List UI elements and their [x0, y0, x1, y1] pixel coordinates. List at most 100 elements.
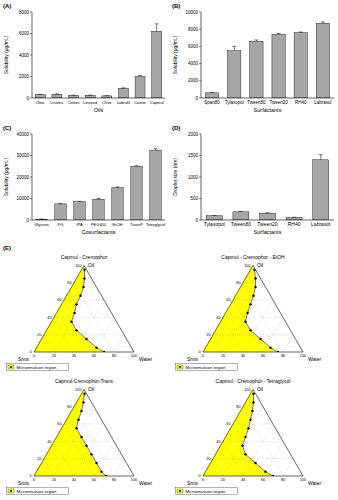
boundary-line: [243, 394, 274, 476]
grid-oil: [243, 282, 263, 283]
grid-oil: [233, 300, 273, 301]
boundary-point: [70, 320, 72, 322]
oil-tick-label: 80: [67, 405, 71, 409]
y-tick-label: 0: [26, 96, 29, 101]
bar: [69, 95, 79, 98]
grid-smix: [44, 459, 54, 476]
corner-label: Water: [139, 356, 152, 362]
y-tick-label: 0: [26, 218, 29, 223]
water-tick-label: 80: [281, 354, 285, 358]
regions: [34, 389, 107, 477]
boundary-point: [246, 312, 248, 314]
x-tick-label: Tween80: [247, 100, 266, 105]
triangle-frame: [203, 265, 303, 352]
error-cap: [116, 186, 120, 187]
boundary-point: [83, 393, 85, 395]
x-tick-label: EtOH: [113, 222, 123, 227]
bar: [85, 95, 95, 98]
bar: [112, 188, 123, 220]
bar: [131, 166, 142, 220]
water-tick-label: 80: [112, 478, 116, 482]
error-cap: [138, 75, 142, 76]
water-tick-label: 100: [131, 354, 137, 358]
water-tick-label: 100: [131, 478, 137, 482]
bar: [316, 23, 329, 98]
x-axis: [32, 220, 165, 221]
bar: [272, 34, 285, 98]
legend-swatch: [8, 365, 14, 369]
ternary-title: Capmul - Cremophor - Tetraglycol: [216, 378, 291, 384]
bar: [93, 199, 104, 220]
oil-tick-label: 100: [75, 388, 81, 392]
ternary-title: Capmul-Cremophor-Trans: [55, 378, 114, 384]
error-cap: [105, 95, 109, 96]
error-cap: [299, 31, 303, 32]
bar: [52, 94, 62, 98]
boundary-point: [269, 346, 271, 348]
legend-label: Microemulsion region: [186, 489, 226, 494]
boundary-point: [85, 444, 87, 446]
legend-swatch: [177, 365, 183, 369]
y-tick-label: 1500: [188, 153, 199, 158]
regions: [203, 389, 274, 477]
water-tick-label: 60: [92, 478, 96, 482]
oil-tick-label: 0: [198, 350, 200, 354]
ternary-panel: Capmul-Cremophor-Trans002020404060608080…: [7, 378, 153, 495]
legend-marker: [10, 490, 12, 492]
bar-panel: (A)02000400060008000OleicLinoleicCottonL…: [3, 3, 165, 113]
ternary-title: Capmul - Cremophor: [61, 254, 108, 260]
grid-water: [263, 317, 283, 352]
y-tick-label: 2000: [188, 78, 199, 83]
x-tick-label: TransP: [130, 222, 143, 227]
water-tick-label: 0: [33, 478, 35, 482]
oil-tick-label: 0: [29, 350, 31, 354]
water-tick-label: 80: [112, 354, 116, 358]
triangle-frame: [34, 265, 134, 352]
error-cap: [321, 21, 325, 22]
x-tick-label: RH40: [288, 221, 301, 227]
water-tick-label: 0: [33, 354, 35, 358]
error-cap: [88, 95, 92, 96]
grid-oil: [64, 424, 104, 425]
water-tick-label: 40: [72, 478, 76, 482]
bar: [313, 160, 329, 220]
water-tick-label: 40: [72, 354, 76, 358]
grid-smix: [223, 441, 243, 476]
grid-water: [94, 441, 114, 476]
bars: [206, 155, 328, 220]
error-cap: [72, 95, 76, 96]
x-tick-label: Linseed: [83, 100, 97, 105]
error-cap: [254, 39, 258, 40]
legend-swatch: [8, 489, 14, 493]
y-axis-title: Solubility (µg/mL): [3, 157, 9, 196]
panel-label: (D): [172, 125, 180, 131]
error-bar: [136, 165, 137, 167]
boundary-point: [90, 453, 92, 455]
oil-tick-label: 60: [57, 298, 61, 302]
x-tick-label: Labrafil: [117, 100, 130, 105]
y-axis-title: Solubility (µg/mL): [172, 35, 178, 74]
water-tick-label: 20: [221, 478, 225, 482]
error-cap: [97, 198, 101, 199]
error-cap: [239, 211, 243, 212]
y-tick-label: 1000: [188, 175, 199, 180]
error-cap: [78, 201, 82, 202]
oil-tick-label: 60: [226, 422, 230, 426]
y-tick-label: 0: [195, 96, 198, 101]
error-cap: [232, 46, 236, 47]
water-tick-label: 100: [300, 354, 306, 358]
corner-label: Smix: [187, 356, 199, 362]
y-axis-title: Solubility (µg/mL): [3, 35, 9, 74]
grid-water: [263, 441, 283, 476]
grid-oil: [54, 317, 114, 318]
grid-smix: [54, 441, 74, 476]
y-tick-label: 40000: [16, 132, 29, 137]
error-bar: [98, 198, 99, 200]
x-tick-label: Olive: [102, 100, 112, 105]
boundary-point: [75, 427, 77, 429]
boundary-point: [247, 427, 249, 429]
error-cap: [38, 94, 42, 95]
grid-smix: [44, 335, 54, 352]
x-axis-title: Cosurfactants: [82, 229, 116, 235]
oil-tick-label: 100: [244, 388, 250, 392]
